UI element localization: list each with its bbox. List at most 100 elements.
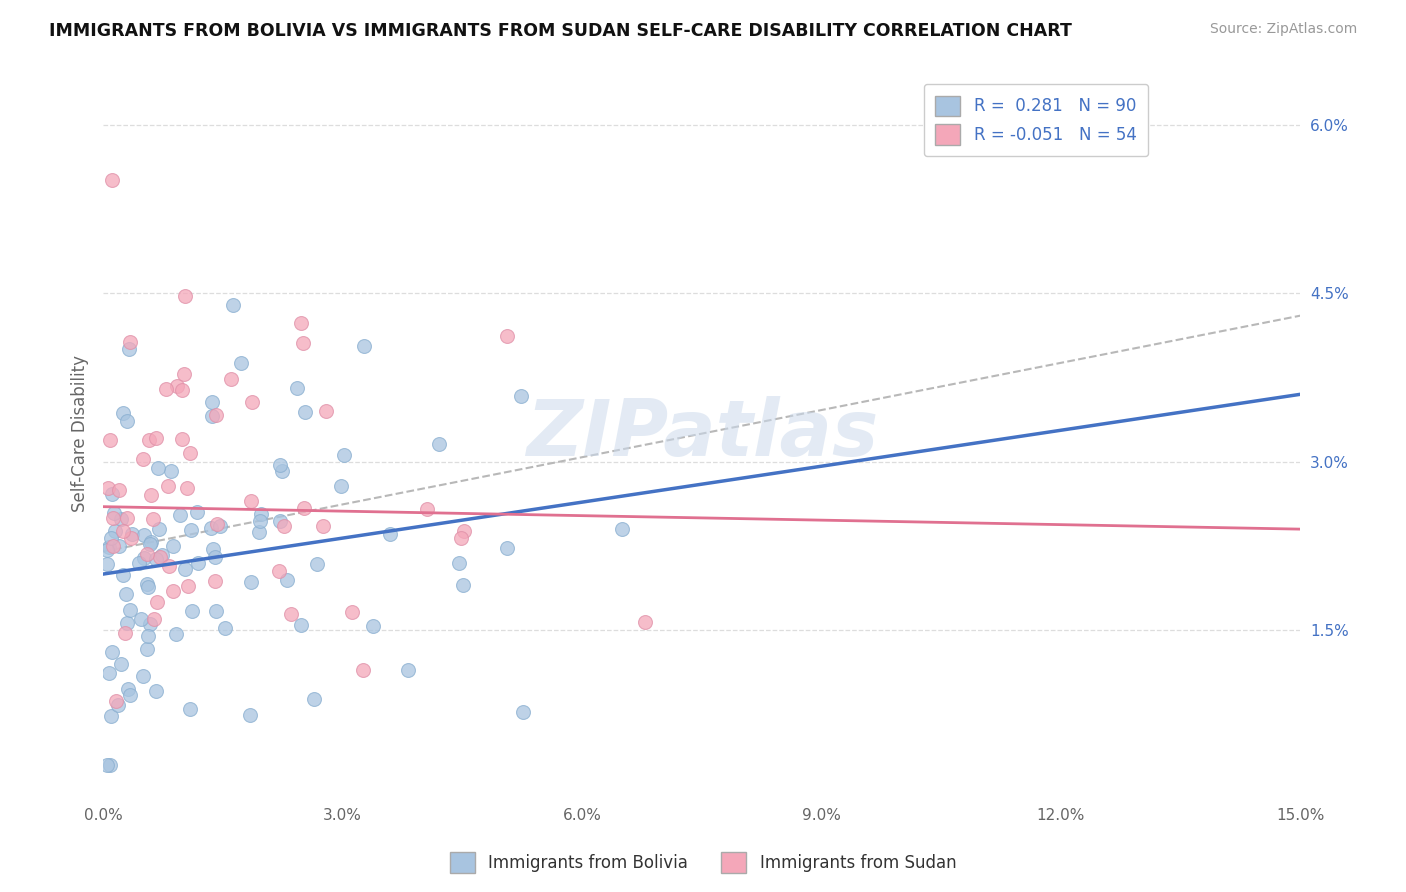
- Point: [269, 514, 291, 528]
- Point: [146, 461, 169, 475]
- Point: [117, 615, 139, 630]
- Point: [105, 694, 128, 708]
- Point: [100, 531, 122, 545]
- Point: [96, 558, 118, 572]
- Point: [142, 512, 165, 526]
- Point: [169, 508, 191, 522]
- Point: [186, 505, 208, 519]
- Point: [415, 502, 437, 516]
- Point: [170, 383, 193, 397]
- Point: [149, 549, 172, 564]
- Point: [157, 559, 180, 574]
- Point: [139, 536, 162, 550]
- Point: [100, 709, 122, 723]
- Point: [131, 668, 153, 682]
- Point: [101, 486, 124, 500]
- Point: [229, 356, 252, 370]
- Point: [495, 328, 517, 343]
- Point: [427, 436, 450, 450]
- Point: [205, 604, 228, 618]
- Point: [148, 522, 170, 536]
- Point: [110, 657, 132, 672]
- Point: [139, 617, 162, 632]
- Point: [173, 367, 195, 381]
- Point: [150, 548, 173, 562]
- Point: [180, 524, 202, 538]
- Point: [294, 501, 316, 516]
- Point: [136, 580, 159, 594]
- Point: [114, 587, 136, 601]
- Point: [166, 379, 188, 393]
- Point: [280, 607, 302, 622]
- Point: [110, 512, 132, 526]
- Point: [449, 556, 471, 570]
- Point: [134, 527, 156, 541]
- Point: [98, 758, 121, 772]
- Point: [145, 552, 167, 566]
- Point: [177, 579, 200, 593]
- Point: [239, 494, 262, 508]
- Point: [135, 642, 157, 657]
- Point: [453, 578, 475, 592]
- Point: [290, 618, 312, 632]
- Point: [112, 567, 135, 582]
- Point: [101, 645, 124, 659]
- Point: [108, 483, 131, 497]
- Point: [495, 541, 517, 555]
- Point: [512, 705, 534, 719]
- Point: [396, 663, 419, 677]
- Point: [136, 629, 159, 643]
- Point: [97, 481, 120, 495]
- Point: [118, 342, 141, 356]
- Point: [249, 514, 271, 528]
- Point: [249, 507, 271, 521]
- Point: [291, 336, 314, 351]
- Point: [610, 522, 633, 536]
- Point: [120, 531, 142, 545]
- Point: [201, 409, 224, 423]
- Point: [145, 431, 167, 445]
- Point: [128, 556, 150, 570]
- Point: [157, 479, 180, 493]
- Point: [353, 339, 375, 353]
- Point: [162, 539, 184, 553]
- Point: [138, 433, 160, 447]
- Point: [361, 618, 384, 632]
- Point: [239, 707, 262, 722]
- Point: [146, 594, 169, 608]
- Point: [170, 432, 193, 446]
- Point: [304, 692, 326, 706]
- Point: [142, 612, 165, 626]
- Point: [202, 541, 225, 556]
- Point: [273, 518, 295, 533]
- Point: [312, 519, 335, 533]
- Point: [181, 604, 204, 618]
- Point: [101, 539, 124, 553]
- Point: [141, 534, 163, 549]
- Point: [118, 688, 141, 702]
- Point: [134, 551, 156, 566]
- Point: [333, 448, 356, 462]
- Point: [174, 289, 197, 303]
- Point: [249, 524, 271, 539]
- Text: Source: ZipAtlas.com: Source: ZipAtlas.com: [1209, 22, 1357, 37]
- Point: [267, 564, 290, 578]
- Point: [135, 577, 157, 591]
- Point: [290, 316, 312, 330]
- Point: [204, 574, 226, 588]
- Legend: Immigrants from Bolivia, Immigrants from Sudan: Immigrants from Bolivia, Immigrants from…: [443, 846, 963, 880]
- Point: [131, 452, 153, 467]
- Point: [450, 531, 472, 545]
- Point: [155, 382, 177, 396]
- Point: [208, 519, 231, 533]
- Point: [112, 406, 135, 420]
- Text: ZIPatlas: ZIPatlas: [526, 396, 877, 472]
- Y-axis label: Self-Care Disability: Self-Care Disability: [72, 355, 89, 512]
- Point: [104, 524, 127, 539]
- Point: [634, 615, 657, 629]
- Point: [214, 621, 236, 635]
- Point: [179, 702, 201, 716]
- Point: [204, 549, 226, 564]
- Point: [453, 524, 475, 538]
- Point: [174, 562, 197, 576]
